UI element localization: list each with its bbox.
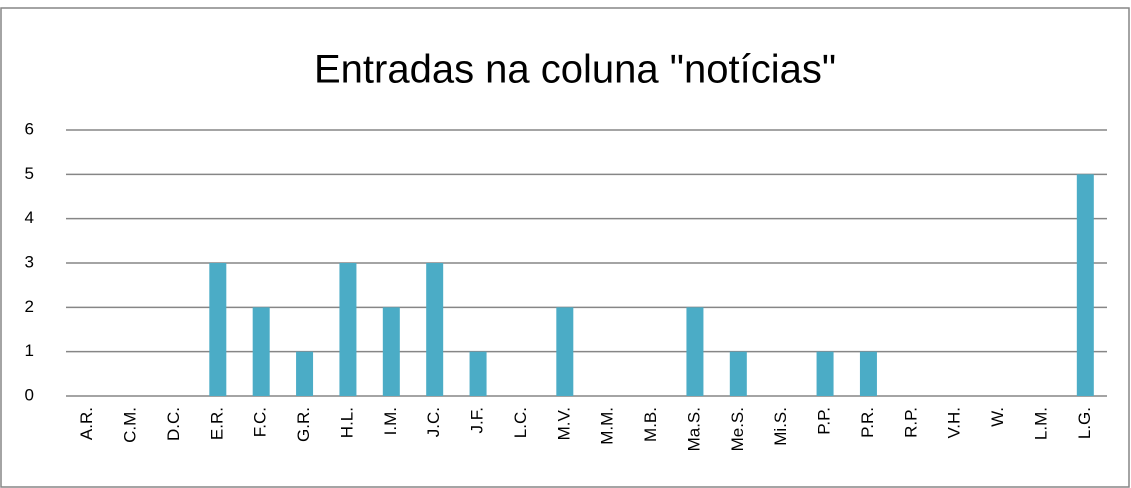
bar (859, 351, 877, 396)
x-tick-label: M.B. (641, 407, 660, 442)
bar (729, 351, 747, 396)
x-tick-label: Mi.S. (771, 407, 790, 446)
x-tick-label: P.R. (858, 407, 877, 438)
y-tick-label: 3 (25, 252, 34, 271)
bar (296, 351, 314, 396)
x-tick-label: A.R. (77, 407, 96, 440)
y-tick-label: 6 (25, 119, 34, 138)
bar (469, 351, 487, 396)
x-tick-label: M.V. (554, 407, 573, 440)
y-tick-label: 5 (25, 164, 34, 183)
bar (252, 307, 270, 396)
x-tick-label: G.R. (294, 407, 313, 442)
x-tick-label: P.P. (815, 407, 834, 435)
x-tick-label: R.P. (901, 407, 920, 438)
bar (686, 307, 704, 396)
chart-title: Entradas na coluna "notícias" (314, 48, 836, 92)
bar (556, 307, 574, 396)
x-tick-label: Ma.S. (684, 407, 703, 451)
x-tick-label: L.M. (1031, 407, 1050, 440)
bar (816, 351, 834, 396)
x-tick-label: H.L. (337, 407, 356, 438)
x-tick-label: J.F. (468, 407, 487, 433)
chart-frame (0, 7, 1130, 488)
x-tick-label: D.C. (164, 407, 183, 441)
y-tick-label: 4 (25, 208, 34, 227)
bar (339, 263, 357, 396)
bar (382, 307, 400, 396)
x-tick-label: F.C. (251, 407, 270, 437)
bar (209, 263, 227, 396)
x-tick-label: I.M. (381, 407, 400, 435)
x-tick-label: L.C. (511, 407, 530, 438)
bar (1076, 174, 1094, 396)
y-tick-label: 1 (25, 341, 34, 360)
y-tick-label: 0 (25, 385, 34, 404)
y-tick-label: 2 (25, 297, 34, 316)
x-tick-label: W. (988, 407, 1007, 427)
x-tick-label: L.G. (1075, 407, 1094, 439)
bar (426, 263, 444, 396)
x-tick-label: C.M. (121, 407, 140, 443)
x-tick-label: J.C. (424, 407, 443, 437)
x-tick-label: V.H. (945, 407, 964, 439)
x-tick-label: Me.S. (728, 407, 747, 451)
x-tick-label: M.M. (598, 407, 617, 445)
x-tick-label: E.R. (207, 407, 226, 440)
